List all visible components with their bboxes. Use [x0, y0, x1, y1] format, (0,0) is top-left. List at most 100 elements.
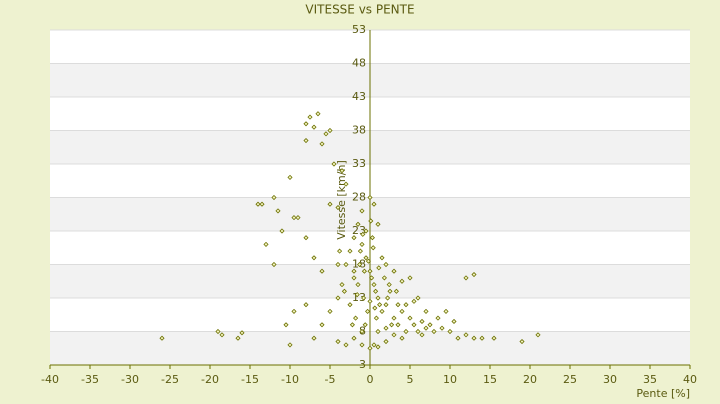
x-tick-label: -25: [161, 373, 179, 386]
point: [235, 335, 241, 341]
x-tick-label: 20: [523, 373, 537, 386]
point: [341, 288, 347, 294]
point: [407, 315, 413, 321]
point: [335, 295, 341, 301]
point: [519, 338, 525, 345]
point: [159, 335, 165, 341]
point: [363, 228, 369, 234]
point: [411, 298, 417, 304]
point: [491, 335, 497, 341]
point: [354, 292, 360, 298]
x-tick-label: -30: [121, 373, 139, 386]
point: [451, 318, 457, 325]
x-tick-label: 25: [563, 373, 577, 386]
point: [376, 265, 382, 271]
point: [362, 322, 368, 328]
point: [295, 215, 301, 221]
y-axis-title: Vitesse [km/h]: [335, 160, 348, 240]
y-tick-label: 28: [352, 191, 366, 204]
y-tick-label: 33: [352, 157, 366, 170]
point: [399, 308, 405, 314]
point: [327, 201, 333, 207]
point: [319, 268, 325, 274]
point: [535, 332, 541, 338]
point: [291, 308, 297, 314]
y-tick-label: 38: [352, 124, 366, 137]
point: [423, 325, 429, 331]
point: [363, 255, 369, 261]
point: [381, 275, 387, 281]
point: [411, 322, 417, 328]
point: [287, 174, 293, 180]
point: [367, 345, 373, 351]
point: [379, 255, 385, 261]
point: [327, 127, 333, 134]
point: [375, 344, 381, 350]
point: [372, 305, 378, 311]
x-tick-label: 0: [367, 373, 374, 386]
point: [335, 261, 341, 268]
point: [431, 328, 437, 335]
point: [435, 315, 441, 321]
point: [327, 308, 333, 314]
point: [375, 328, 381, 335]
point: [353, 315, 359, 321]
point: [259, 201, 265, 207]
point: [315, 111, 321, 117]
point: [355, 282, 361, 288]
point: [347, 302, 353, 308]
point: [343, 261, 349, 268]
point: [275, 208, 281, 214]
x-tick-label: -35: [81, 373, 99, 386]
point: [263, 241, 269, 247]
point: [399, 278, 405, 284]
point: [423, 308, 429, 314]
point: [463, 275, 469, 281]
point: [395, 302, 401, 308]
x-tick-label: 15: [483, 373, 497, 386]
point: [479, 335, 485, 341]
point: [351, 235, 357, 241]
point: [347, 248, 353, 254]
point: [367, 298, 373, 304]
point: [331, 161, 337, 167]
point: [337, 248, 343, 254]
point: [371, 342, 377, 348]
point: [415, 295, 421, 301]
point: [368, 218, 374, 224]
point: [471, 271, 477, 278]
point: [219, 332, 225, 338]
point: [377, 302, 383, 308]
point: [383, 302, 389, 308]
x-axis-title: Pente [%]: [636, 387, 690, 400]
point: [323, 131, 329, 137]
point: [351, 275, 357, 281]
point: [393, 288, 399, 294]
point: [319, 141, 325, 147]
point: [455, 335, 461, 341]
point: [343, 181, 349, 187]
point: [307, 114, 313, 120]
point: [335, 204, 341, 211]
point: [311, 124, 317, 130]
point: [360, 231, 366, 237]
point: [255, 201, 261, 207]
y-tick-label: 48: [352, 57, 366, 70]
point: [373, 288, 379, 294]
point: [343, 342, 349, 348]
point: [291, 215, 297, 221]
x-tick-label: 35: [643, 373, 657, 386]
point: [355, 221, 361, 227]
point: [439, 325, 445, 331]
point: [391, 332, 397, 338]
point: [365, 258, 371, 264]
point: [371, 201, 377, 207]
point: [339, 282, 345, 288]
point: [351, 335, 357, 341]
point: [383, 325, 389, 331]
point: [359, 328, 365, 335]
point: [369, 275, 375, 281]
point: [369, 235, 375, 241]
point: [471, 335, 477, 341]
